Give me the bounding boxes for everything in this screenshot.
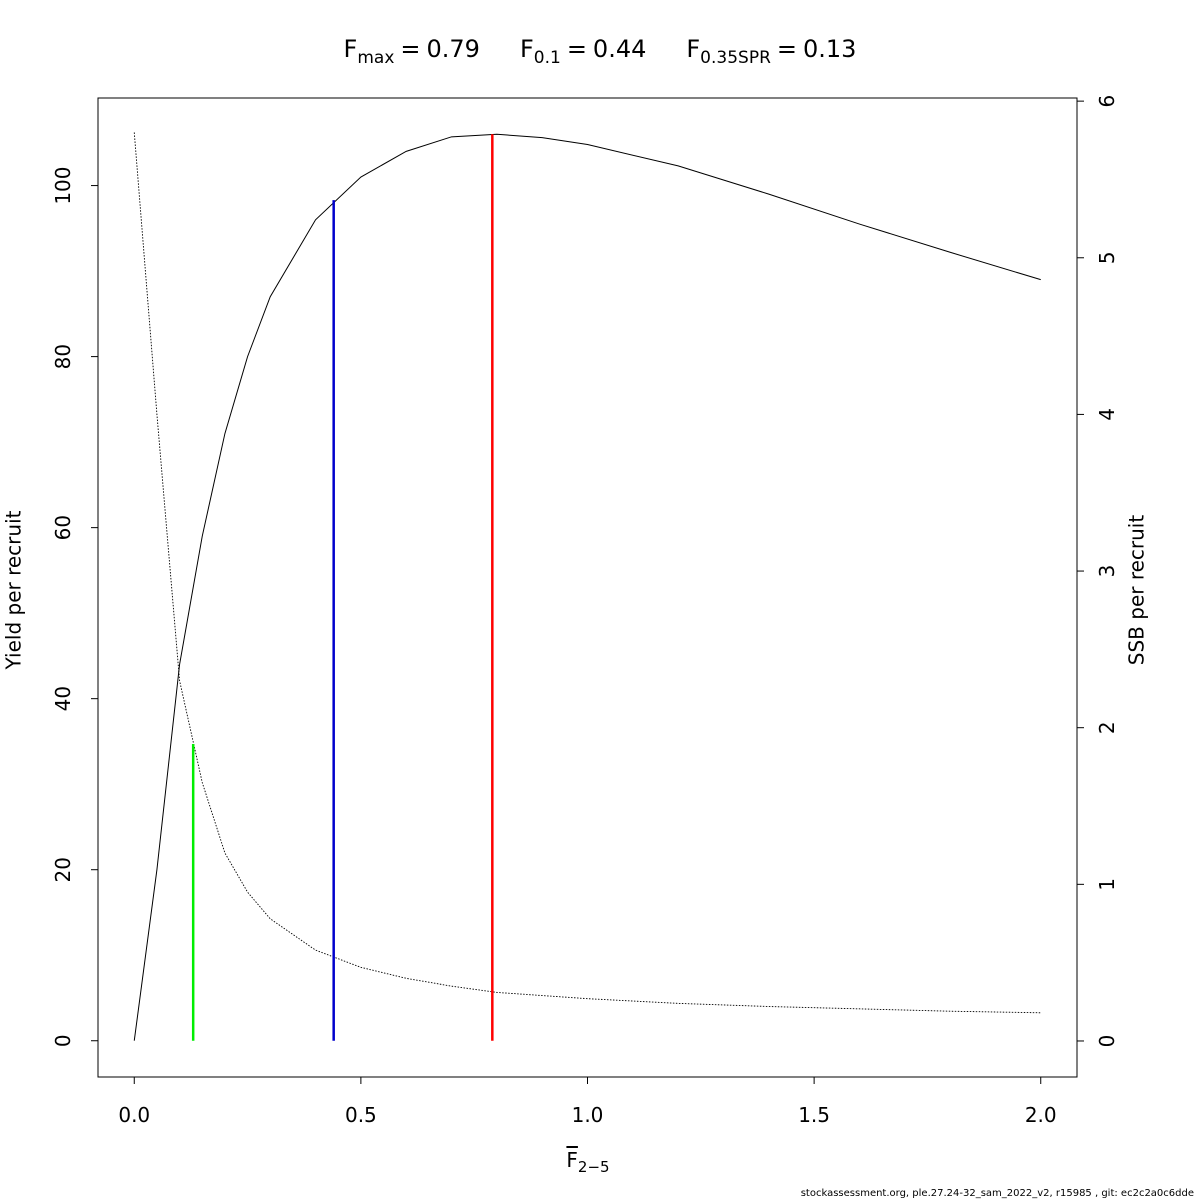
x-label-symbol: F (566, 1148, 578, 1172)
y-tick-label: 60 (51, 515, 75, 540)
x-axis-label: F2−5 (566, 1148, 609, 1176)
chart-title: Fmax = 0.79 F0.1 = 0.44 F0.35SPR = 0.13 (344, 35, 857, 68)
y2-tick-label: 6 (1095, 95, 1119, 108)
title-value: 0.44 (593, 35, 646, 63)
title-relation: = (567, 35, 587, 63)
y-tick-label: 80 (51, 344, 75, 369)
y2-tick-label: 0 (1095, 1035, 1119, 1048)
y-axis-label: Yield per recruit (2, 510, 26, 670)
title-symbol: F (520, 35, 534, 63)
y2-tick-label: 2 (1095, 721, 1119, 734)
x-tick-label: 2.0 (1025, 1103, 1057, 1127)
y-tick-label: 20 (51, 857, 75, 882)
title-subscript: 0.35SPR (700, 48, 771, 68)
title-subscript: max (357, 48, 394, 68)
y-tick-label: 100 (51, 166, 75, 204)
y2-axis-label: SSB per recruit (1125, 515, 1149, 666)
plot-frame (97, 97, 1078, 1078)
title-value: 0.13 (803, 35, 856, 63)
x-tick-label: 1.5 (798, 1103, 830, 1127)
title-symbol: F (686, 35, 700, 63)
x-label-subscript: 2−5 (578, 1158, 610, 1176)
title-value: 0.79 (427, 35, 480, 63)
title-relation: = (400, 35, 420, 63)
y2-tick-label: 1 (1095, 878, 1119, 891)
title-relation: = (777, 35, 797, 63)
y2-tick-label: 5 (1095, 251, 1119, 264)
title-subscript: 0.1 (534, 48, 561, 68)
footer: stockassessment.org, ple.27.24-32_sam_20… (801, 1188, 1194, 1199)
x-tick-label: 0.5 (345, 1103, 377, 1127)
x-tick-label: 1.0 (572, 1103, 604, 1127)
yield-line (133, 133, 1041, 1041)
ssb-line (133, 132, 1041, 1014)
y-tick-label: 40 (51, 686, 75, 711)
y2-tick-label: 4 (1095, 408, 1119, 421)
y2-tick-label: 3 (1095, 565, 1119, 578)
y-tick-label: 0 (51, 1034, 75, 1047)
x-tick-label: 0.0 (118, 1103, 150, 1127)
title-symbol: F (344, 35, 358, 63)
